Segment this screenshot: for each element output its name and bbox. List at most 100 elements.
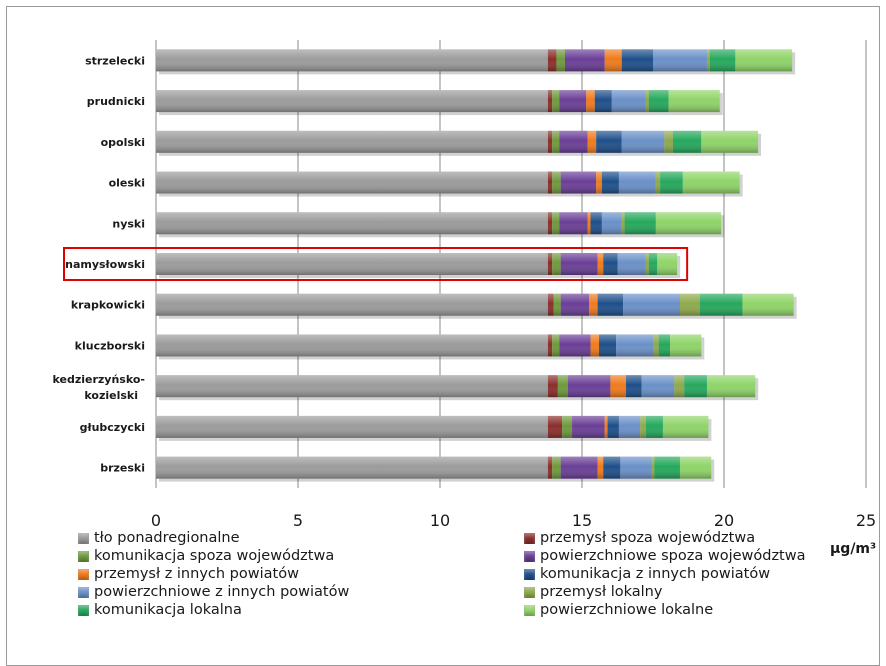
bar-segment-shading xyxy=(559,334,591,357)
legend-label: powierzchniowe spoza województwa xyxy=(540,548,806,564)
bar-segment-shading xyxy=(657,253,678,275)
bar-segment-shading xyxy=(552,456,561,479)
bar-segment-shading xyxy=(603,253,618,275)
legend-label: powierzchniowe z innych powiatów xyxy=(94,584,350,600)
bar-segment-shading xyxy=(552,334,560,357)
bar-segment-shading xyxy=(626,375,642,398)
bar-segment-shading xyxy=(604,49,622,72)
stacked-bar-chart: strzelecki prudnicki opolski oleski nyski nam… xyxy=(52,40,876,557)
bar-segment-shading xyxy=(156,90,548,113)
bar-segment-shading xyxy=(709,49,736,72)
bar-segment-shading xyxy=(662,415,709,438)
bar-segment-shading xyxy=(651,456,655,479)
category-label: głubczycki xyxy=(80,421,145,434)
bar-segment-shading xyxy=(553,293,561,316)
bar-segment-shading xyxy=(552,171,561,194)
legend-item: przemysł spoza województwa xyxy=(524,530,755,546)
category-label: prudnicki xyxy=(87,95,145,108)
bar-segment-shading xyxy=(552,90,560,113)
x-tick-label: 25 xyxy=(856,511,876,530)
bar-segment-shading xyxy=(735,49,793,72)
bar-segment-shading xyxy=(590,212,602,235)
bar-segment-shading xyxy=(648,253,658,275)
bar-segment-shading xyxy=(621,130,665,153)
x-tick-label: 15 xyxy=(572,511,592,530)
x-tick-label: 5 xyxy=(293,511,303,530)
bar-segment-shading xyxy=(658,334,671,357)
legend-item: powierzchniowe spoza województwa xyxy=(524,548,806,564)
bar-segment-shading xyxy=(156,334,548,357)
bar-segment-shading xyxy=(560,456,598,479)
bar-segment-shading xyxy=(621,49,653,72)
bar-segment-shading xyxy=(156,293,548,316)
bar-segment-shading xyxy=(547,375,558,398)
legend-swatch xyxy=(524,568,535,580)
legend-swatch xyxy=(78,586,89,598)
category-labels: strzelecki prudnicki opolski oleski nyski nam… xyxy=(52,54,145,474)
bar-segment-shading xyxy=(616,334,653,357)
category-label: namysłowski xyxy=(65,258,145,271)
bar-segment-shading xyxy=(156,415,548,438)
bar-segment-shading xyxy=(599,334,617,357)
bar-segment-shading xyxy=(660,171,683,194)
bar-segment-shading xyxy=(620,456,652,479)
bar-segment-shading xyxy=(564,49,605,72)
bar-segment-shading xyxy=(645,253,649,275)
bar-segment-shading xyxy=(604,415,608,438)
bar-segment-shading xyxy=(587,130,597,153)
x-tick-label: 20 xyxy=(714,511,734,530)
legend-item: powierzchniowe z innych powiatów xyxy=(78,584,349,600)
legend-label: komunikacja z innych powiatów xyxy=(540,566,771,582)
legend-swatch xyxy=(78,532,89,544)
bar-segment-shading xyxy=(594,90,612,113)
bar-segment-shading xyxy=(156,171,548,194)
legend-item: komunikacja z innych powiatów xyxy=(524,566,770,582)
bar-segment-shading xyxy=(597,293,624,316)
legend-swatch xyxy=(524,586,535,598)
bar-segment-shading xyxy=(684,375,707,398)
bars xyxy=(156,49,797,482)
bar-segment-shading xyxy=(682,171,740,194)
bar-segment-shading xyxy=(589,293,598,316)
bar-segment-shading xyxy=(670,334,702,357)
bar-segment-shading xyxy=(547,293,554,316)
category-label: krapkowicki xyxy=(71,299,145,312)
bar-segment-shading xyxy=(552,130,560,153)
bar-segment-shading xyxy=(640,415,646,438)
legend-label: przemysł spoza województwa xyxy=(540,530,756,546)
bar-segment-shading xyxy=(547,130,553,153)
bar-segment-shading xyxy=(655,212,722,235)
x-axis-unit-label: μg/m³ xyxy=(830,541,876,557)
gridlines xyxy=(155,40,867,488)
bar-segment-shading xyxy=(559,212,588,235)
bar-segment-shading xyxy=(664,130,673,153)
legend-item: przemysł z innych powiatów xyxy=(78,566,299,582)
bar-segment-shading xyxy=(641,375,675,398)
legend-item: przemysł lokalny xyxy=(524,584,662,600)
legend-item: komunikacja lokalna xyxy=(78,602,242,618)
legend-label: tło ponadregionalne xyxy=(94,530,240,546)
bar-segment-shading xyxy=(653,49,707,72)
bar-segment-shading xyxy=(617,253,646,275)
bar-segment-shading xyxy=(601,171,619,194)
bar-segment-shading xyxy=(156,456,548,479)
legend-label: przemysł lokalny xyxy=(540,584,663,600)
bar-segment-shading xyxy=(601,212,622,235)
bar-segment-shading xyxy=(654,456,680,479)
bar-segment-shading xyxy=(547,90,553,113)
bar-segment-shading xyxy=(653,334,659,357)
legend-swatch xyxy=(78,550,89,562)
bar-segment-shading xyxy=(559,90,587,113)
bar-segment-shading xyxy=(672,130,702,153)
bar-segment-shading xyxy=(560,253,598,275)
bar-segment-shading xyxy=(560,293,590,316)
bar-segment-shading xyxy=(552,253,561,275)
bar-segment-shading xyxy=(557,375,568,398)
legend-swatch xyxy=(524,532,535,544)
category-label: kluczborski xyxy=(75,339,145,352)
bar-segment-shading xyxy=(586,90,595,113)
bar-segment-shading xyxy=(674,375,685,398)
x-tick-label: 10 xyxy=(430,511,450,530)
legend-label: przemysł z innych powiatów xyxy=(94,566,299,582)
bar-segment-shading xyxy=(552,212,560,235)
